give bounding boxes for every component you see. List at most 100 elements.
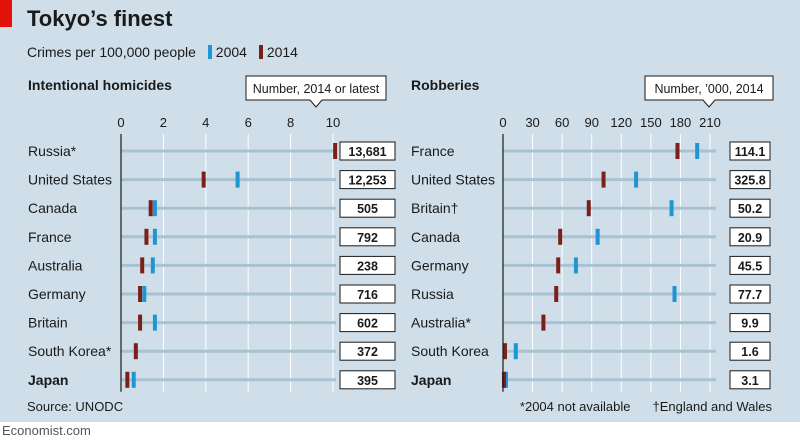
robberies-category-label: Britain† (411, 200, 458, 216)
robberies-marker-2004 (595, 228, 600, 245)
homicides-category-label: Britain (28, 315, 68, 331)
robberies-marker-2004 (634, 171, 639, 188)
homicides-marker-2004 (152, 200, 157, 217)
robberies-panel-title: Robberies (411, 77, 480, 93)
robberies-marker-2014 (501, 371, 506, 388)
robberies-total-value: 9.9 (741, 317, 758, 331)
robberies-total-box (729, 198, 771, 218)
robberies-x-tick-label: 180 (670, 115, 692, 130)
robberies-total-box (729, 141, 771, 161)
footnote-asterisk: *2004 not available (519, 399, 631, 414)
robberies-total-value: 1.6 (741, 345, 758, 359)
robberies-total-box (729, 313, 771, 333)
robberies-category-label: Germany (411, 257, 469, 273)
robberies-x-tick-label: 90 (584, 115, 598, 130)
legend-2014-swatch (258, 45, 263, 59)
homicides-marker-2014 (148, 200, 153, 217)
robberies-marker-2004 (573, 257, 578, 274)
chart-title: Tokyo’s finest (27, 6, 173, 31)
robberies-total-value: 3.1 (741, 374, 758, 388)
robberies-marker-2014 (558, 228, 563, 245)
robberies-x-tick-label: 60 (555, 115, 569, 130)
homicides-marker-2004 (142, 286, 147, 302)
legend-2004-label: 2004 (215, 44, 247, 60)
robberies-total-value: 114.1 (735, 145, 766, 159)
robberies-marker-2014 (541, 314, 546, 331)
homicides-total-value: 602 (357, 317, 378, 331)
robberies-marker-2014 (675, 143, 680, 159)
robberies-category-label: South Korea (411, 343, 489, 359)
homicides-category-label: United States (28, 172, 112, 188)
homicides-total-value: 792 (357, 231, 378, 245)
footnotes: *2004 not available †England and Wales (498, 399, 772, 414)
robberies-total-value: 50.2 (738, 202, 762, 216)
robberies-marker-2014 (556, 257, 561, 274)
robberies-marker-2004 (669, 200, 674, 217)
legend-2004-swatch (207, 45, 212, 59)
robberies-category-label: Japan (411, 372, 451, 388)
robberies-category-label: Australia* (411, 315, 471, 331)
robberies-category-label: United States (411, 172, 495, 188)
subtitle-text: Crimes per 100,000 people (27, 44, 196, 60)
homicides-total-value: 716 (357, 288, 378, 302)
chart-svg: Intentional homicides Number, 2014 or lat… (28, 75, 774, 392)
homicides-category-label: France (28, 229, 72, 245)
robberies-category-label: France (411, 143, 455, 159)
homicides-total-box (339, 198, 396, 218)
robberies-marker-2014 (502, 343, 507, 360)
homicides-x-tick-label: 10 (326, 115, 340, 130)
robberies-total-value: 45.5 (738, 259, 762, 273)
homicides-marker-2014 (138, 314, 143, 331)
robberies-total-box (729, 255, 771, 275)
footnote-dagger: †England and Wales (652, 399, 773, 414)
robberies-x-tick-label: 210 (699, 115, 721, 130)
robberies-marker-2014 (554, 286, 559, 302)
robberies-total-callout-label: Number, ’000, 2014 (654, 82, 763, 96)
homicides-x-tick-label: 2 (160, 115, 167, 130)
homicides-marker-2014 (333, 143, 338, 159)
homicides-category-label: Russia* (28, 143, 77, 159)
homicides-category-label: Canada (28, 200, 77, 216)
legend-2014-label: 2014 (266, 44, 298, 60)
homicides-category-label: Germany (28, 286, 86, 302)
homicides-marker-2014 (133, 343, 138, 360)
robberies-x-tick-label: 150 (640, 115, 662, 130)
homicides-total-value: 238 (357, 259, 378, 273)
homicides-marker-2014 (140, 257, 145, 274)
homicides-marker-2004 (235, 171, 240, 188)
homicides-total-box (339, 370, 396, 390)
homicides-total-value: 505 (357, 202, 378, 216)
robberies-x-tick-label: 120 (610, 115, 632, 130)
homicides-x-tick-label: 4 (202, 115, 209, 130)
homicides-x-tick-label: 8 (287, 115, 294, 130)
chart-subtitle: Crimes per 100,000 people 2004 2014 (27, 44, 298, 60)
robberies-total-box (729, 341, 771, 361)
robberies-total-value: 325.8 (734, 174, 765, 188)
homicides-category-label: South Korea* (28, 343, 112, 359)
homicides-marker-2004 (152, 228, 157, 245)
credit: Economist.com (2, 423, 91, 438)
homicides-total-box (339, 341, 396, 361)
robberies-x-tick-label: 30 (525, 115, 539, 130)
homicides-total-callout-box (245, 75, 387, 108)
homicides-total-box (339, 284, 396, 304)
robberies-marker-2014 (601, 171, 606, 188)
robberies-total-box (729, 227, 771, 247)
homicides-category-label: Japan (28, 372, 68, 388)
robberies-total-box (729, 370, 771, 390)
homicides-total-box (339, 141, 396, 161)
robberies-category-label: Russia (411, 286, 454, 302)
homicides-marker-2004 (152, 314, 157, 331)
robberies-total-box (729, 170, 771, 190)
robberies-total-value: 77.7 (738, 288, 762, 302)
homicides-total-value: 395 (357, 374, 378, 388)
homicides-marker-2004 (131, 371, 136, 388)
homicides-marker-2014 (125, 371, 130, 388)
homicides-marker-2014 (201, 171, 206, 188)
robberies-total-box (729, 284, 771, 304)
homicides-x-tick-label: 6 (245, 115, 252, 130)
robberies-total-value: 20.9 (738, 231, 762, 245)
robberies-total-callout-box (644, 75, 774, 108)
robberies-category-label: Canada (411, 229, 460, 245)
homicides-category-label: Australia (28, 257, 83, 273)
